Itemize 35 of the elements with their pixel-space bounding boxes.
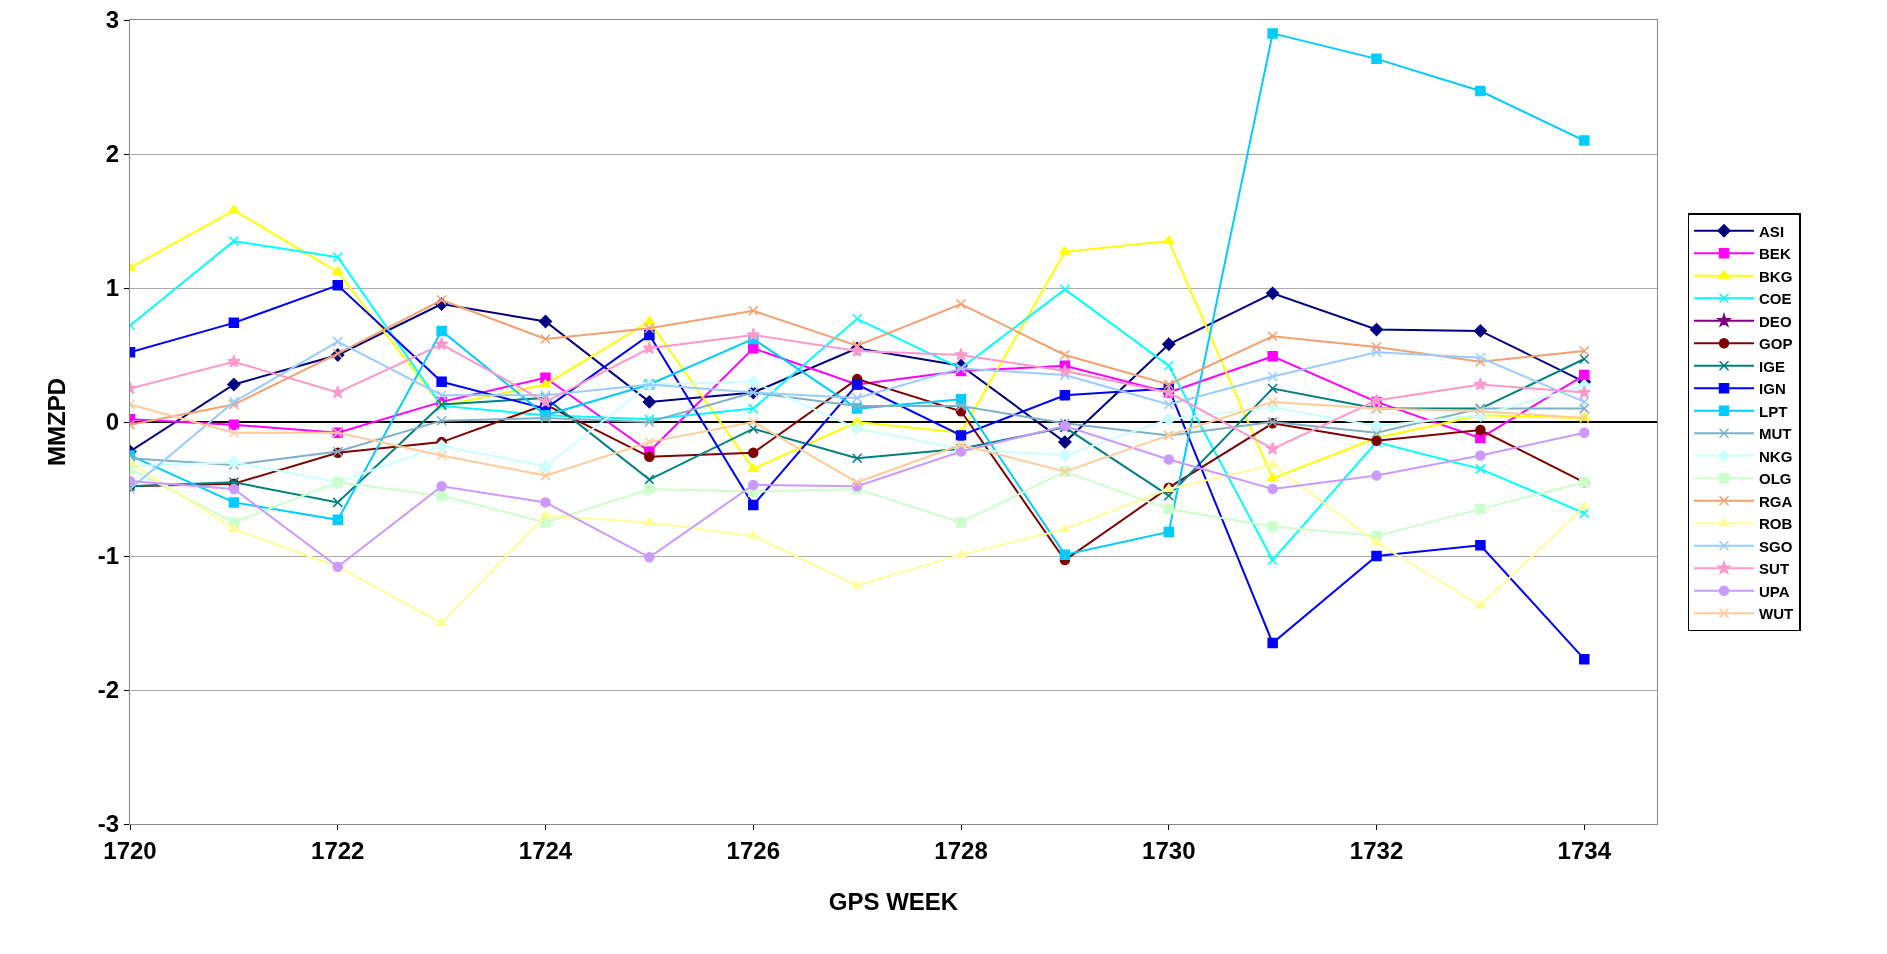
legend-label: WUT: [1759, 605, 1794, 623]
y-tick-label: -1: [97, 542, 120, 570]
x-tick-label: 1734: [1557, 836, 1612, 864]
x-tick-label: 1724: [518, 836, 573, 864]
x-tick-label: 1732: [1349, 836, 1404, 864]
legend-label: ROB: [1759, 515, 1793, 533]
legend-label: IGE: [1759, 357, 1785, 375]
y-axis-title: MMZPD: [42, 378, 70, 466]
x-tick-label: 1728: [934, 836, 988, 864]
legend-label: SUT: [1759, 560, 1790, 578]
legend-label: RGA: [1759, 492, 1793, 510]
x-tick-label: 1720: [103, 836, 157, 864]
legend-label: OLG: [1759, 470, 1792, 488]
legend-label: COE: [1759, 290, 1792, 308]
legend-label: NKG: [1759, 447, 1793, 465]
legend-label: MUT: [1759, 425, 1792, 443]
x-tick-label: 1726: [726, 836, 780, 864]
x-tick-label: 1722: [311, 836, 365, 864]
x-tick-label: 1730: [1142, 836, 1196, 864]
y-tick-label: -3: [97, 810, 120, 838]
legend-label: BKG: [1759, 267, 1793, 285]
legend-label: LPT: [1759, 402, 1788, 420]
y-tick-label: 2: [105, 140, 120, 168]
y-tick-label: 3: [105, 6, 120, 34]
legend-label: SGO: [1759, 537, 1793, 555]
legend-label: GOP: [1759, 335, 1793, 353]
y-tick-label: 1: [105, 274, 120, 302]
x-axis-title: GPS WEEK: [828, 888, 959, 916]
legend-label: BEK: [1759, 245, 1791, 263]
y-tick-label: -2: [97, 676, 120, 704]
y-tick-label: 0: [105, 408, 120, 436]
legend-label: DEO: [1759, 312, 1792, 330]
legend-label: IGN: [1759, 380, 1786, 398]
legend-label: UPA: [1759, 582, 1790, 600]
legend-label: ASI: [1759, 222, 1785, 240]
